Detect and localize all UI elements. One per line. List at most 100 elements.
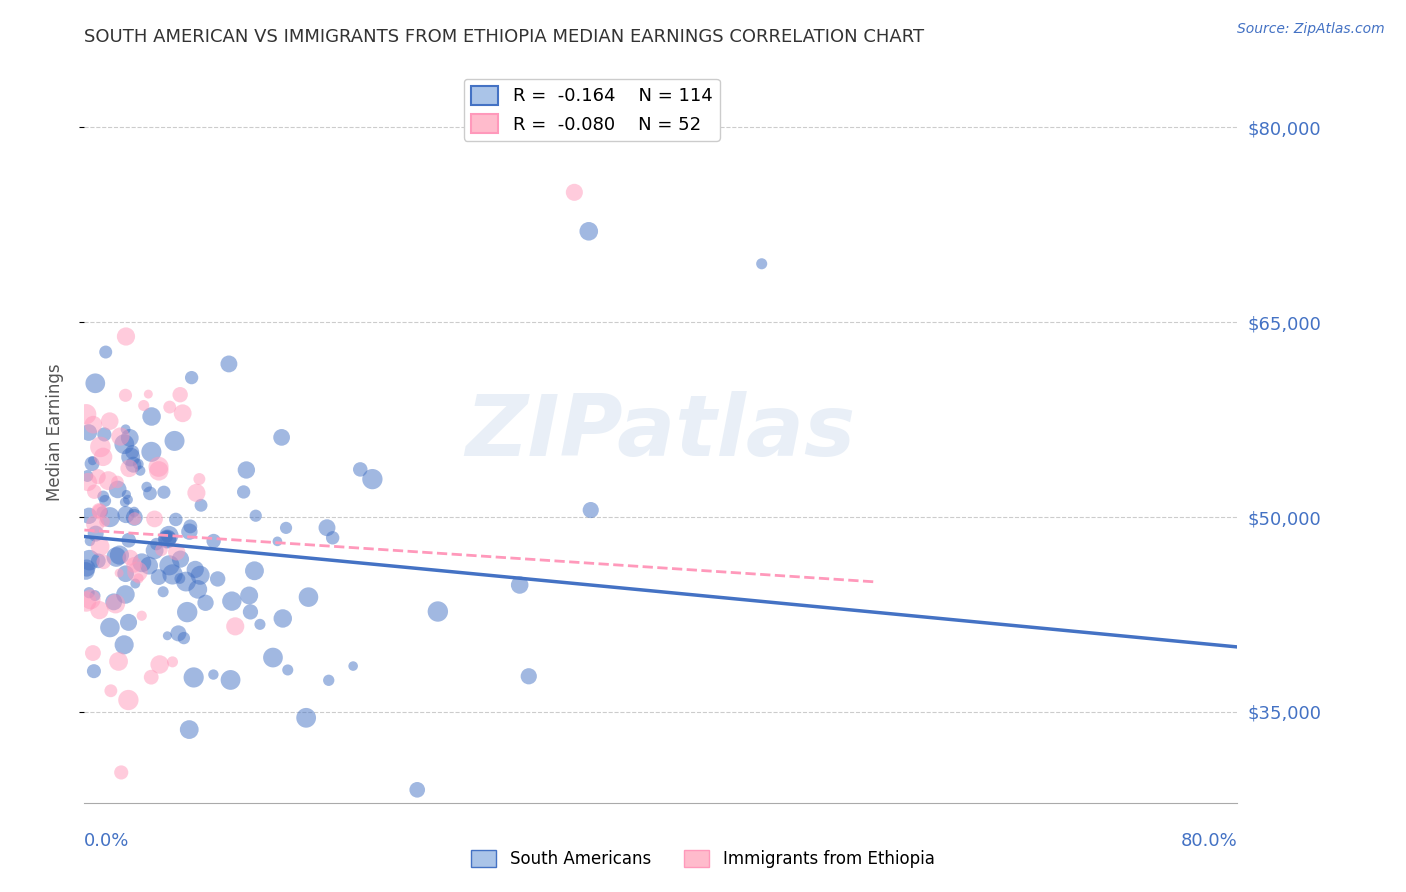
- Point: [127, 571, 149, 585]
- Text: SOUTH AMERICAN VS IMMIGRANTS FROM ETHIOPIA MEDIAN EARNINGS CORRELATION CHART: SOUTH AMERICAN VS IMMIGRANTS FROM ETHIOP…: [84, 28, 925, 45]
- Point: [202, 667, 225, 681]
- Point: [141, 670, 163, 684]
- Point: [277, 663, 299, 677]
- Point: [115, 508, 138, 522]
- Point: [194, 596, 217, 610]
- Y-axis label: Median Earnings: Median Earnings: [45, 364, 63, 501]
- Point: [169, 387, 191, 401]
- Point: [100, 683, 122, 698]
- Point: [84, 526, 107, 541]
- Point: [190, 498, 212, 512]
- Point: [141, 409, 163, 424]
- Point: [153, 485, 176, 500]
- Point: [188, 568, 211, 582]
- Point: [91, 505, 114, 519]
- Point: [83, 664, 105, 678]
- Point: [93, 555, 115, 569]
- Point: [156, 530, 179, 544]
- Point: [221, 594, 243, 608]
- Point: [245, 508, 267, 523]
- Point: [131, 608, 153, 623]
- Point: [176, 605, 198, 619]
- Point: [179, 524, 201, 539]
- Point: [139, 486, 162, 500]
- Text: 0.0%: 0.0%: [84, 832, 129, 850]
- Point: [141, 445, 163, 459]
- Point: [342, 659, 364, 673]
- Point: [76, 561, 98, 575]
- Point: [243, 564, 266, 578]
- Point: [115, 487, 138, 501]
- Point: [162, 655, 184, 669]
- Point: [107, 475, 129, 489]
- Point: [173, 631, 195, 645]
- Point: [114, 587, 136, 601]
- Point: [108, 548, 131, 562]
- Point: [179, 723, 201, 737]
- Point: [132, 399, 155, 413]
- Point: [94, 494, 117, 508]
- Point: [114, 566, 136, 581]
- Point: [232, 485, 254, 500]
- Point: [89, 540, 111, 554]
- Point: [180, 370, 202, 384]
- Point: [84, 376, 107, 391]
- Point: [87, 469, 110, 483]
- Point: [77, 475, 100, 489]
- Point: [121, 445, 143, 459]
- Point: [183, 670, 205, 684]
- Point: [166, 545, 188, 559]
- Point: [110, 429, 132, 443]
- Point: [148, 464, 170, 478]
- Point: [135, 480, 157, 494]
- Point: [150, 542, 173, 557]
- Point: [167, 626, 190, 640]
- Point: [84, 589, 107, 603]
- Point: [143, 512, 166, 526]
- Point: [187, 582, 209, 597]
- Point: [103, 595, 125, 609]
- Point: [249, 617, 271, 632]
- Point: [509, 578, 531, 592]
- Point: [266, 534, 288, 549]
- Point: [93, 427, 115, 442]
- Point: [131, 556, 153, 570]
- Point: [124, 576, 146, 591]
- Point: [751, 257, 773, 271]
- Point: [184, 562, 207, 576]
- Point: [156, 532, 179, 546]
- Point: [148, 459, 170, 474]
- Point: [179, 519, 201, 533]
- Point: [114, 495, 136, 509]
- Point: [89, 505, 111, 519]
- Point: [270, 430, 292, 444]
- Point: [149, 657, 172, 672]
- Point: [120, 550, 142, 565]
- Point: [202, 534, 225, 549]
- Point: [238, 589, 260, 603]
- Point: [564, 186, 586, 200]
- Point: [172, 406, 194, 420]
- Point: [295, 711, 318, 725]
- Point: [122, 505, 145, 519]
- Point: [76, 469, 98, 483]
- Point: [148, 570, 170, 584]
- Point: [105, 549, 128, 564]
- Point: [120, 450, 142, 464]
- Point: [93, 515, 115, 529]
- Point: [110, 765, 132, 780]
- Point: [107, 483, 129, 497]
- Point: [188, 472, 211, 486]
- Point: [82, 417, 104, 432]
- Point: [152, 584, 174, 599]
- Point: [218, 357, 240, 371]
- Point: [108, 566, 131, 580]
- Point: [138, 558, 160, 573]
- Point: [224, 619, 246, 633]
- Point: [124, 511, 146, 525]
- Point: [89, 440, 111, 454]
- Point: [89, 503, 111, 517]
- Point: [406, 782, 429, 797]
- Point: [104, 597, 127, 611]
- Point: [107, 655, 129, 669]
